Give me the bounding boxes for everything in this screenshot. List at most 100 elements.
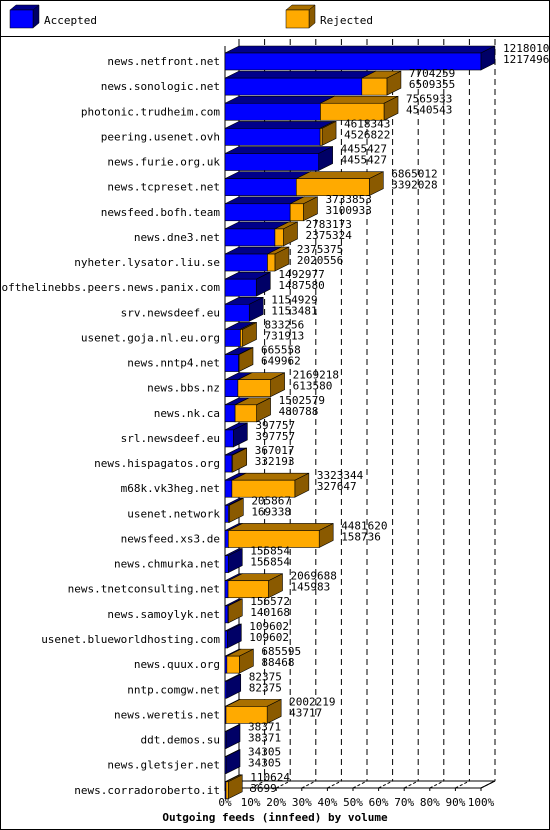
value-label-accepted: 397757 [255, 430, 295, 443]
value-label-offered: 156572 [250, 595, 290, 608]
value-label-accepted: 140168 [250, 606, 290, 619]
bar-accepted [224, 95, 335, 121]
value-label-offered: 155854 [250, 545, 290, 558]
value-label-offered: 2069688 [291, 570, 337, 583]
bar-accepted-front [224, 153, 319, 171]
category-label: srl.newsdeef.eu [121, 432, 220, 445]
bar-accepted [224, 120, 335, 146]
bar-rejected [228, 522, 334, 548]
bar-rejected-front [234, 404, 257, 423]
legend-label-rejected: Rejected [320, 14, 373, 27]
bar-row [224, 673, 242, 699]
category-label: ddt.demos.su [141, 734, 220, 747]
bar-row [224, 598, 243, 624]
value-label-offered: 2375375 [297, 243, 343, 256]
bar-accepted-front [224, 680, 228, 699]
bar-accepted-front [224, 203, 291, 222]
value-label-offered: 38371 [248, 721, 281, 734]
x-tick-label: 90% [445, 796, 465, 809]
value-label-accepted: 158736 [341, 530, 381, 543]
value-label-accepted: 1153481 [271, 304, 317, 317]
category-label: news.tcpreset.net [107, 181, 220, 194]
value-label-accepted: 480788 [279, 405, 319, 418]
bar-accepted-front [224, 77, 363, 96]
bar-rejected-front [320, 102, 385, 121]
bar-row [224, 372, 285, 398]
bar-rejected-top [228, 523, 334, 531]
category-label: endofthelinebbs.peers.news.panix.com [0, 281, 220, 294]
gridline-floor [378, 780, 393, 789]
category-label: usenet.goja.nl.eu.org [81, 331, 220, 344]
bar-rejected [225, 698, 282, 724]
bar-row [224, 146, 333, 172]
legend-accepted: Accepted [9, 4, 97, 29]
bar-row [224, 171, 384, 197]
value-label-offered: 3733853 [325, 193, 371, 206]
value-label-accepted: 12174966 [503, 53, 550, 66]
value-labels: 1218010812174966 770425965093557565933454… [248, 42, 550, 795]
gridline-floor [455, 780, 470, 789]
bar-accepted-front [224, 379, 239, 397]
value-label-accepted: 88468 [261, 656, 294, 669]
category-label: nyheter.lysator.liu.se [74, 256, 220, 269]
value-label-offered: 2783173 [305, 218, 351, 231]
value-label-offered: 205867 [251, 494, 291, 507]
bar-accepted [224, 146, 333, 172]
bar-row [224, 447, 248, 473]
bar-accepted-front [224, 530, 229, 548]
bar-row [224, 120, 337, 146]
bar-rejected [320, 95, 399, 121]
x-tick-label: 60% [369, 796, 389, 809]
category-label: news.gletsjer.net [107, 759, 220, 772]
bar-accepted [224, 70, 377, 96]
x-tick-label: 80% [420, 796, 440, 809]
value-label-offered: 82375 [249, 670, 282, 683]
x-tick-label: 0% [218, 796, 232, 809]
category-label: news.hispagatos.org [94, 457, 220, 470]
category-label: news.netfront.net [107, 55, 220, 68]
value-label-offered: 4618343 [344, 117, 390, 130]
bar-row [224, 623, 242, 649]
bar-accepted-front [224, 228, 276, 247]
category-label: news.furie.org.uk [107, 156, 220, 169]
bar-accepted-front [224, 605, 229, 624]
bar-rejected-front [225, 781, 229, 800]
value-label-offered: 397757 [255, 419, 295, 432]
value-label-accepted: 82375 [249, 681, 282, 694]
bar-rejected-front [231, 454, 234, 473]
bar-accepted-front [224, 756, 227, 774]
value-label-offered: 12180108 [503, 42, 550, 55]
bar-rejected-front [225, 706, 268, 724]
category-label: news.quux.org [134, 658, 220, 671]
bar-row [224, 45, 496, 71]
x-tick-label: 70% [394, 796, 414, 809]
category-label: news.corradoroberto.it [74, 784, 220, 797]
value-label-accepted: 34305 [248, 757, 281, 770]
bar-accepted [224, 673, 242, 699]
chart-title: Outgoing feeds (innfeed) by volume [162, 811, 388, 824]
value-label-accepted: 613580 [293, 380, 333, 393]
bar-row [224, 196, 318, 222]
bar-rejected [225, 774, 243, 800]
bar-accepted [224, 749, 241, 775]
value-label-offered: 833256 [265, 318, 305, 331]
category-label: news.sonologic.net [101, 80, 220, 93]
bar-row [224, 271, 271, 297]
value-label-offered: 4455427 [341, 143, 387, 156]
gridline-floor [429, 780, 445, 789]
gridline-floor [480, 780, 496, 789]
value-label-offered: 1154929 [271, 293, 317, 306]
bar-rejected-front [361, 77, 388, 96]
bar-row [224, 724, 241, 749]
category-label: m68k.vk3heg.net [121, 482, 220, 495]
category-label: usenet.blueworldhosting.com [41, 633, 220, 646]
category-label: nntp.comgw.net [127, 683, 220, 696]
legend-swatch-accepted [9, 9, 34, 29]
category-label: srv.newsdeef.eu [121, 306, 220, 319]
bar-accepted-front [224, 731, 227, 749]
bar-accepted [224, 623, 242, 649]
bar-rejected [289, 196, 318, 222]
gridline-floor [275, 780, 291, 789]
bar-row [224, 472, 310, 498]
value-label-accepted: 2375324 [305, 229, 352, 242]
